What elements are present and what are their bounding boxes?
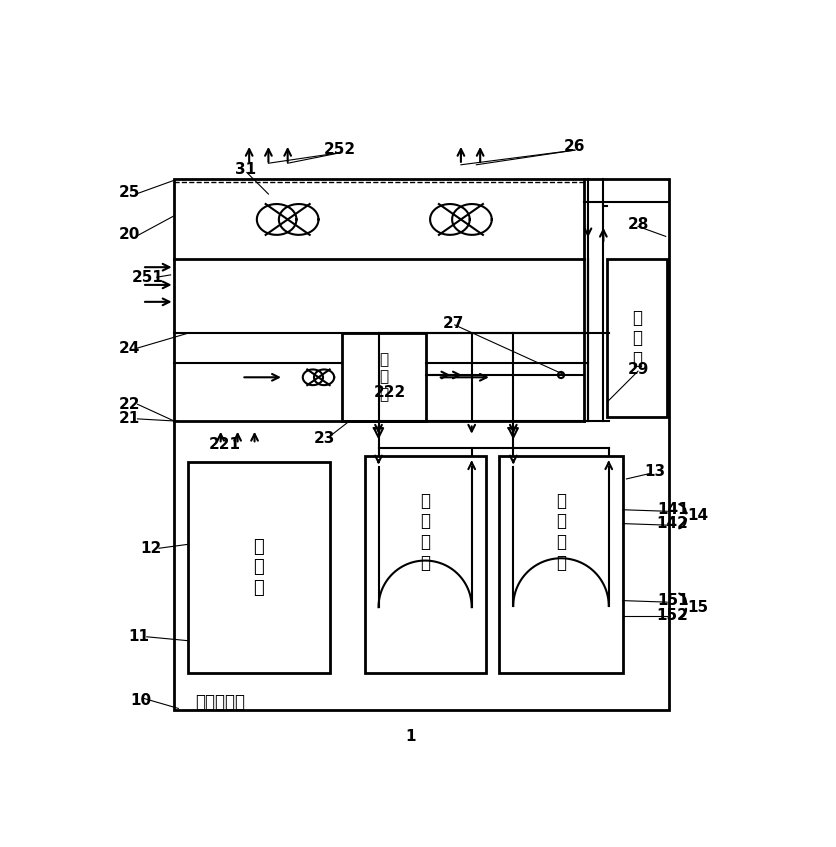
Text: 29: 29 [626, 363, 648, 377]
Bar [364, 456, 485, 673]
Text: 25: 25 [119, 185, 140, 200]
Text: 251: 251 [131, 269, 163, 285]
Text: 14: 14 [686, 508, 708, 523]
Bar [341, 333, 426, 421]
Text: 24: 24 [119, 340, 140, 356]
Bar [606, 259, 666, 418]
Text: 13: 13 [644, 464, 665, 479]
Text: 26: 26 [563, 139, 584, 154]
Text: 1: 1 [405, 729, 415, 745]
Text: 222: 222 [374, 385, 405, 400]
Text: 12: 12 [140, 540, 162, 556]
Bar [174, 179, 668, 710]
Text: 28: 28 [626, 218, 648, 232]
Text: 21: 21 [119, 412, 140, 426]
Bar [499, 456, 622, 673]
Text: 11: 11 [129, 629, 150, 645]
Text: 蒸
发
器: 蒸 发 器 [379, 352, 388, 401]
Text: 23: 23 [314, 430, 335, 446]
Text: 141: 141 [656, 502, 688, 518]
Text: 压
缩
机: 压 缩 机 [631, 308, 641, 368]
Bar [187, 462, 329, 673]
Text: 20: 20 [119, 227, 140, 242]
Text: 31: 31 [234, 162, 256, 177]
Text: 电
抗
器: 电 抗 器 [253, 538, 264, 597]
Text: 27: 27 [442, 316, 463, 331]
Text: 221: 221 [208, 437, 240, 451]
Text: 15: 15 [686, 600, 708, 615]
Text: 152: 152 [656, 608, 688, 623]
Text: 151: 151 [656, 593, 688, 608]
Text: 变频柜主体: 变频柜主体 [195, 693, 245, 711]
Text: 252: 252 [324, 142, 355, 157]
Text: 逆
变
模
块: 逆 变 模 块 [555, 491, 565, 572]
Text: 142: 142 [656, 516, 688, 531]
Text: 整
流
模
块: 整 流 模 块 [420, 491, 430, 572]
Text: 10: 10 [130, 693, 152, 708]
Text: 22: 22 [119, 396, 140, 412]
